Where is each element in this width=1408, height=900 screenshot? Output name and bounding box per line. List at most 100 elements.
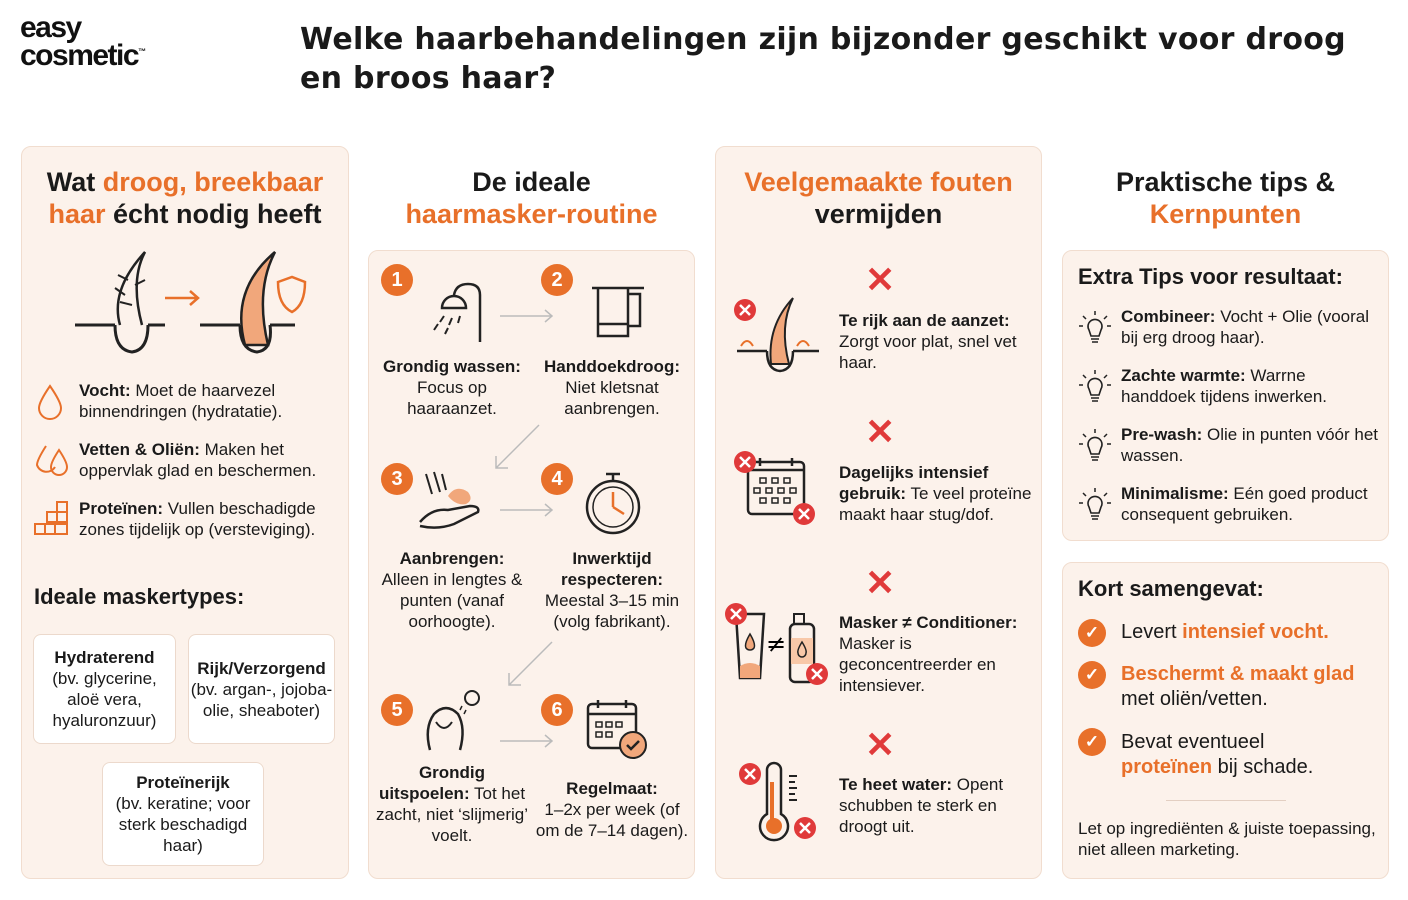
divider [1166,800,1286,801]
tip-label: Minimalisme: [1121,484,1229,503]
mistake-desc: Te veel proteïne maakt haar stug/dof. [839,484,1032,524]
needs-card [21,146,349,879]
tip-item: Zachte warmte: Warrne handdoek tijdens i… [1121,365,1383,407]
arrow-right-icon [500,734,554,748]
mask-type-card: Proteïnerijk (bv. keratine; voor sterk be… [102,762,264,866]
extra-tips-card [1062,250,1389,541]
damaged-to-healthy-hair-icon [75,251,307,354]
mistake-text: Masker ≠ Conditioner: Masker is geconcen… [839,612,1034,696]
mistake-text: Dagelijks intensief gebruik: Te veel pro… [839,462,1034,525]
mistakes-card [715,146,1042,879]
check-icon: ✓ [1078,619,1106,647]
summary-accent: Beschermt & maakt glad [1121,663,1355,685]
towel-icon [592,286,644,338]
mask-type-card: Hydraterend (bv. glycerine, aloë vera, hy… [33,634,176,744]
need-item: Proteïnen: Vullen beschadigde zones tijd… [79,498,344,540]
step-desc: Focus op haaraanzet. [407,378,497,418]
heading-part: Praktische tips & [1115,167,1336,197]
red-x-icon: ✕ [865,259,896,300]
lightbulb-icon [1079,370,1111,402]
summary-accent: proteïnen [1121,756,1213,778]
step-text: Regelmaat: 1–2x per week (of om de 7–14 d… [532,778,692,841]
logo-line1: easy [20,11,82,44]
summary-text: met oliën/vetten. [1121,688,1268,710]
mistake-text: Te heet water: Opent schubben te sterk e… [839,774,1034,837]
step-label: Grondig wassen: [383,357,521,376]
step-desc: Tot het zacht, niet ‘slijmerig’ voelt. [375,784,529,845]
droplet-icon [37,384,63,420]
lightbulb-icon [1079,429,1111,461]
mask-type-desc: (bv. glycerine, aloë vera, hyaluronzuur) [52,669,157,730]
check-icon: ✓ [1078,728,1106,756]
tip-label: Pre-wash: [1121,425,1203,444]
step-desc: 1–2x per week (of om de 7–14 dagen). [535,800,689,840]
step-text: Inwerktijd respecteren: Meestal 3–15 min … [532,548,692,632]
calendar-check-icon [586,700,647,759]
step-number: 2 [541,264,573,296]
arrow-diagonal-icon [495,424,540,469]
summary-accent: intensief vocht. [1182,621,1329,643]
tip-text: Olie in punten vóór het wassen. [1121,425,1379,465]
heading-part: écht nodig heeft [105,199,322,229]
blocks-icon [34,501,68,535]
mask-type-card: Rijk/Verzorgend (bv. argan-, jojoba-olie,… [188,634,335,744]
step-label: Grondig uitspoelen: [378,763,486,803]
step-number: 6 [541,694,573,726]
calendar-icon [734,451,815,525]
heading-part: Wat [46,167,103,197]
mistake-desc: Zorgt voor plat, snel vet haar. [839,332,1017,372]
step-desc: Niet kletsnat aanbrengen. [564,378,660,418]
summary-item: Levert intensief vocht. [1121,620,1381,645]
heading-part: vermijden [814,199,943,229]
heading-part: De ideale [472,167,591,197]
trademark: ™ [138,47,147,56]
step-desc: Meestal 3–15 min (volg fabrikant). [544,591,680,631]
mask-type-desc: (bv. argan-, jojoba-olie, sheaboter) [190,679,333,720]
stopwatch-icon [585,472,641,535]
tip-label: Combineer: [1121,307,1216,326]
mistake-label: Dagelijks intensief gebruik: [839,463,989,503]
svg-text:≠: ≠ [766,630,786,658]
summary-text: Bevat eventueel [1121,731,1265,753]
mistake-desc: Opent schubben te sterk en droogt uit. [839,775,1004,836]
check-icon: ✓ [1078,661,1106,689]
tip-label: Zachte warmte: [1121,366,1246,385]
mask-types-heading: Ideale maskertypes: [34,584,245,609]
step-label: Regelmaat: [566,779,658,798]
need-label: Proteïnen: [79,499,164,518]
lightbulb-icon [1079,488,1111,520]
rinse-icon [426,690,480,751]
routine-heading: De ideale haarmasker-routine [368,166,695,230]
arrow-diagonal-icon [508,641,553,686]
need-text: Vullen beschadigde zones tijdelijk op (v… [79,499,316,539]
heading-accent: Kernpunten [1149,199,1302,229]
tip-item: Pre-wash: Olie in punten vóór het wassen… [1121,424,1383,466]
title-line2: en broos haar? [300,61,557,96]
step-text: Handdoekdroog: Niet kletsnat aanbrengen. [532,356,692,419]
heading-accent: droog, breekbaar [102,167,324,197]
arrow-right-icon [500,503,554,517]
step-label: Inwerktijd respecteren: [560,549,664,589]
routine-card [368,250,695,879]
step-label: Aanbrengen: [399,549,505,568]
need-item: Vocht: Moet de haarvezel binnendringen (… [79,380,344,422]
mistake-label: Te heet water: [839,775,953,794]
step-label: Handdoekdroog: [544,357,680,376]
step-number: 4 [541,463,573,495]
needs-heading: Wat droog, breekbaar haar écht nodig hee… [21,166,349,230]
red-x-icon: ✕ [865,724,896,765]
summary-heading: Kort samengevat: [1078,576,1264,601]
tip-item: Combineer: Vocht + Olie (vooral bij erg … [1121,306,1383,348]
double-droplet-icon [35,445,69,476]
step-text: Aanbrengen: Alleen in lengtes & punten (v… [372,548,532,632]
mask-type-desc: (bv. keratine; voor sterk beschadigd haa… [115,794,251,855]
mistake-desc: Masker is geconcentreerder en intensieve… [839,634,996,695]
extra-tips-heading: Extra Tips voor resultaat: [1078,264,1343,289]
need-label: Vocht: [79,381,131,400]
mistake-text: Te rijk aan de aanzet: Zorgt voor plat, … [839,310,1034,373]
hand-cream-icon [419,471,480,529]
tip-text: Warrne handdoek tijdens inwerken. [1121,366,1328,406]
red-x-icon: ✕ [865,562,896,603]
greasy-hair-icon [734,297,819,373]
summary-card [1062,562,1389,879]
